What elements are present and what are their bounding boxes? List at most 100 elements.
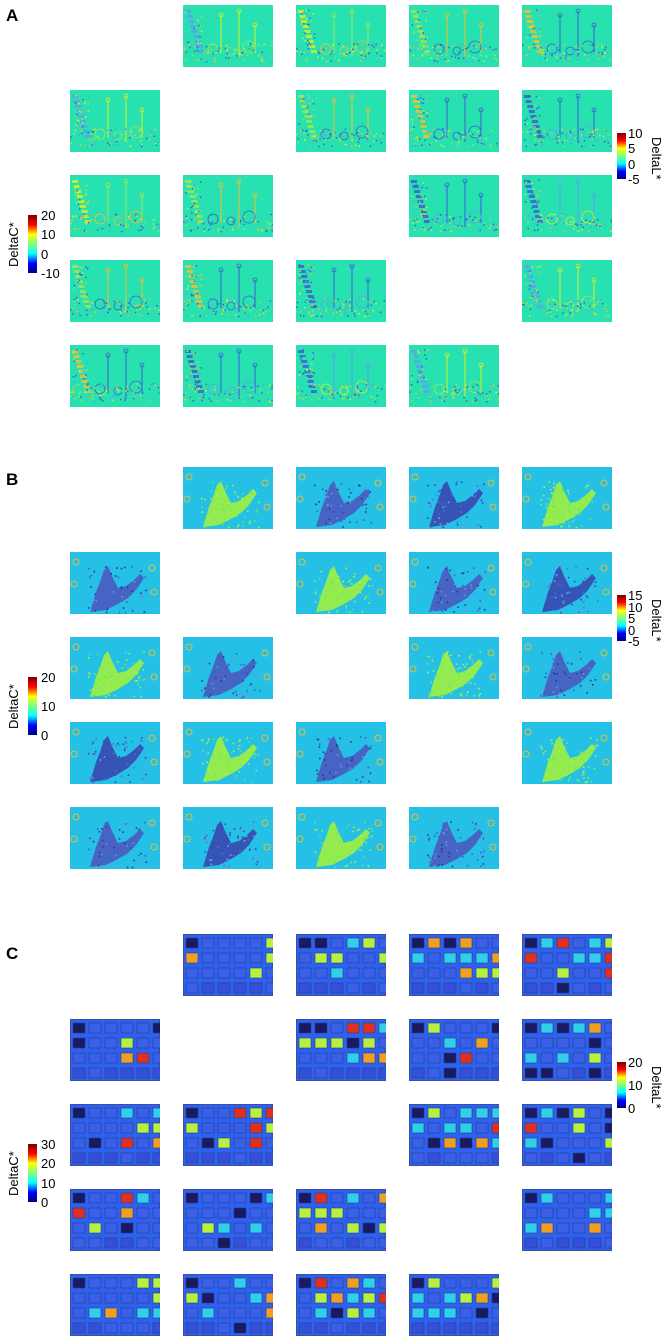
difference-map-tile — [183, 175, 273, 237]
difference-map-tile — [70, 1104, 160, 1166]
difference-map-image — [183, 8, 273, 63]
difference-map-tile — [409, 467, 499, 529]
difference-map-image — [409, 8, 499, 63]
difference-map-image — [524, 1192, 612, 1249]
deltaL-axis-label: DeltaL* — [649, 599, 664, 642]
difference-map-image — [183, 263, 273, 318]
deltaL-axis-label: DeltaL* — [649, 1066, 664, 1109]
deltaL-tick-label: 5 — [628, 611, 636, 626]
difference-map-image — [522, 8, 612, 63]
difference-map-image — [296, 263, 386, 318]
difference-map-image — [72, 1022, 160, 1079]
difference-map-tile — [296, 722, 386, 784]
deltaL-tick-label: 10 — [628, 599, 643, 615]
difference-map-tile — [522, 5, 612, 67]
deltaC-tick-label: 30 — [41, 1137, 56, 1152]
difference-map-tile — [409, 637, 499, 699]
deltaL-tick-label: 10 — [628, 1078, 643, 1093]
difference-map-image — [70, 93, 159, 148]
difference-map-image — [411, 1022, 499, 1079]
deltaL-axis-label: DeltaL* — [649, 137, 664, 180]
difference-map-image — [409, 558, 497, 613]
deltaL-tick-label: 0 — [628, 622, 636, 638]
difference-map-image — [70, 643, 158, 698]
difference-map-tile — [409, 90, 499, 152]
difference-map-image — [70, 178, 160, 233]
difference-map-image — [296, 558, 384, 614]
difference-map-tile — [296, 1019, 386, 1081]
difference-map-tile — [70, 807, 160, 869]
difference-map-image — [296, 348, 386, 403]
difference-map-tile — [522, 552, 612, 614]
deltaC-colorbar — [28, 215, 37, 273]
difference-map-tile — [183, 5, 273, 67]
deltaC-tick-label: 0 — [41, 728, 49, 743]
difference-map-image — [70, 263, 160, 318]
difference-map-tile — [183, 467, 273, 529]
difference-map-image — [185, 1192, 273, 1249]
difference-map-image — [298, 1192, 386, 1249]
difference-map-image — [72, 1277, 160, 1334]
deltaC-axis-label: DeltaC* — [6, 1151, 21, 1196]
deltaL-tick-label: 0 — [628, 1101, 636, 1116]
difference-map-image — [70, 813, 158, 869]
deltaL-tick-label: 10 — [628, 126, 643, 141]
difference-map-image — [411, 937, 499, 994]
difference-map-image — [411, 1277, 499, 1334]
difference-map-image — [296, 473, 384, 528]
difference-map-tile — [409, 345, 499, 407]
deltaC-tick-label: 10 — [41, 227, 56, 243]
difference-map-tile — [409, 1019, 499, 1081]
difference-map-image — [522, 473, 610, 529]
deltaL-tick-label: 5 — [628, 141, 636, 157]
deltaC-tick-label: 10 — [41, 1175, 56, 1191]
difference-map-tile — [522, 722, 612, 784]
difference-map-tile — [183, 722, 273, 784]
difference-map-tile — [409, 5, 499, 67]
panel-label-b: B — [6, 470, 19, 489]
difference-map-image — [409, 643, 497, 699]
difference-map-tile — [522, 175, 612, 237]
difference-map-image — [522, 93, 612, 148]
difference-map-image — [185, 937, 273, 994]
difference-map-image — [296, 813, 384, 868]
difference-map-image — [522, 728, 610, 784]
difference-map-image — [411, 1107, 499, 1164]
difference-map-tile — [70, 637, 160, 699]
difference-map-tile — [183, 260, 273, 322]
difference-map-image — [524, 937, 612, 994]
difference-map-image — [409, 93, 499, 148]
difference-map-tile — [70, 1189, 160, 1251]
difference-map-image — [296, 93, 386, 148]
difference-map-image — [70, 728, 158, 783]
deltaL-tick-label: 0 — [628, 156, 636, 172]
difference-map-image — [409, 348, 499, 403]
deltaC-colorbar — [28, 1144, 37, 1202]
difference-map-tile — [296, 5, 386, 67]
deltaL-tick-label: 20 — [628, 1055, 643, 1070]
difference-map-image — [183, 643, 271, 699]
difference-map-tile — [296, 467, 386, 529]
deltaL-tick-label: 15 — [628, 588, 643, 603]
deltaC-tick-label: -10 — [41, 266, 60, 281]
deltaC-tick-label: 0 — [41, 246, 49, 262]
difference-map-tile — [409, 1274, 499, 1336]
deltaL-tick-label: -5 — [628, 634, 640, 649]
difference-map-tile — [296, 1274, 386, 1336]
difference-map-image — [183, 473, 271, 529]
difference-map-image — [296, 8, 386, 63]
difference-map-image — [70, 348, 160, 402]
deltaL-colorbar — [617, 133, 626, 179]
difference-map-tile — [296, 807, 386, 869]
difference-map-tile — [70, 345, 160, 407]
panel-label-a: A — [6, 6, 19, 25]
difference-map-tile — [296, 934, 386, 996]
deltaC-axis-label: DeltaC* — [6, 222, 21, 267]
difference-map-tile — [183, 807, 273, 869]
difference-map-image — [185, 1107, 273, 1164]
deltaL-tick-label: -5 — [628, 172, 640, 187]
difference-map-image — [524, 1022, 612, 1079]
difference-map-tile — [70, 175, 160, 237]
difference-map-tile — [183, 345, 273, 407]
difference-map-tile — [409, 175, 499, 237]
